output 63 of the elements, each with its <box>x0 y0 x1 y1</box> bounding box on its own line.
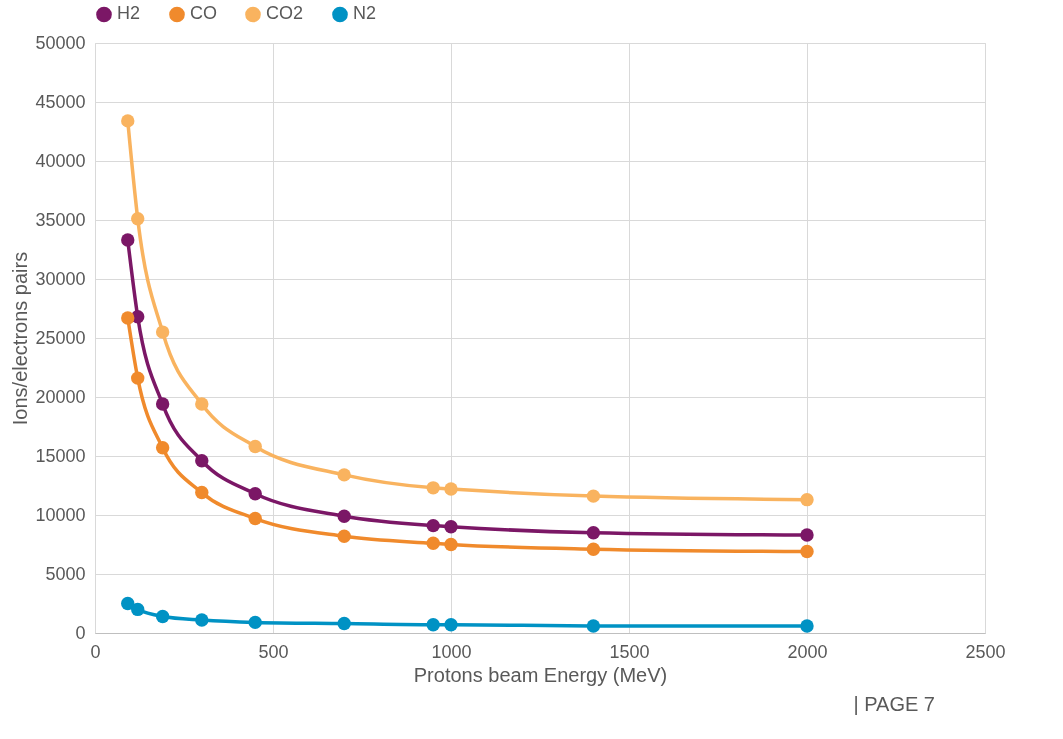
point <box>426 518 440 533</box>
point <box>195 613 209 627</box>
point <box>586 489 601 503</box>
point <box>155 325 170 339</box>
point <box>800 528 814 542</box>
point <box>131 212 145 226</box>
y-tick-label: 35000 <box>35 209 86 230</box>
point <box>800 492 814 507</box>
point <box>155 397 170 411</box>
point <box>121 596 135 611</box>
y-axis-title: Ions/electrons pairs <box>9 251 32 426</box>
point <box>155 441 170 455</box>
y-tick-label: 0 <box>75 622 86 643</box>
point <box>800 619 814 633</box>
point <box>337 529 351 543</box>
point <box>586 619 601 633</box>
point <box>195 485 209 500</box>
point <box>121 114 135 128</box>
point <box>444 618 458 632</box>
text: | PAGE 7 <box>853 693 935 715</box>
y-tick-label: 30000 <box>35 268 86 289</box>
x-tick-label: 2500 <box>965 641 1006 662</box>
y-tick-label: 50000 <box>35 32 86 53</box>
point <box>121 311 135 325</box>
point <box>800 544 814 559</box>
legend-label: N2 <box>353 3 377 24</box>
point <box>195 454 209 468</box>
point <box>248 439 262 454</box>
point <box>337 616 351 631</box>
point <box>444 482 458 496</box>
point <box>248 511 262 526</box>
point <box>131 602 145 617</box>
point <box>444 520 458 534</box>
point <box>155 609 170 624</box>
y-tick-label: 40000 <box>35 150 86 171</box>
x-tick-label: 1000 <box>431 641 472 662</box>
point <box>248 615 262 630</box>
point <box>131 371 145 385</box>
x-tick-label: 500 <box>258 641 289 662</box>
y-tick-label: 25000 <box>35 327 86 348</box>
y-tick-label: 10000 <box>35 504 86 525</box>
y-tick-label: 20000 <box>35 386 86 407</box>
y-tick-label: 5000 <box>45 563 86 584</box>
point <box>337 468 351 482</box>
legend-label: CO2 <box>266 3 304 24</box>
point <box>444 537 458 552</box>
x-axis-title: Protons beam Energy (MeV) <box>413 663 668 686</box>
y-tick-label: 45000 <box>35 91 86 112</box>
point <box>586 542 601 556</box>
x-tick-label: 0 <box>90 641 101 662</box>
x-tick-label: 2000 <box>787 641 828 662</box>
point <box>248 487 262 501</box>
legend-label: H2 <box>117 3 141 24</box>
point <box>426 481 440 495</box>
point <box>426 618 440 632</box>
point <box>337 509 351 523</box>
point <box>195 397 209 411</box>
legend-label: CO <box>190 3 217 24</box>
x-tick-label: 1500 <box>609 641 650 662</box>
point <box>121 233 135 247</box>
point <box>586 526 601 540</box>
y-tick-label: 15000 <box>35 445 86 466</box>
point <box>426 536 440 551</box>
